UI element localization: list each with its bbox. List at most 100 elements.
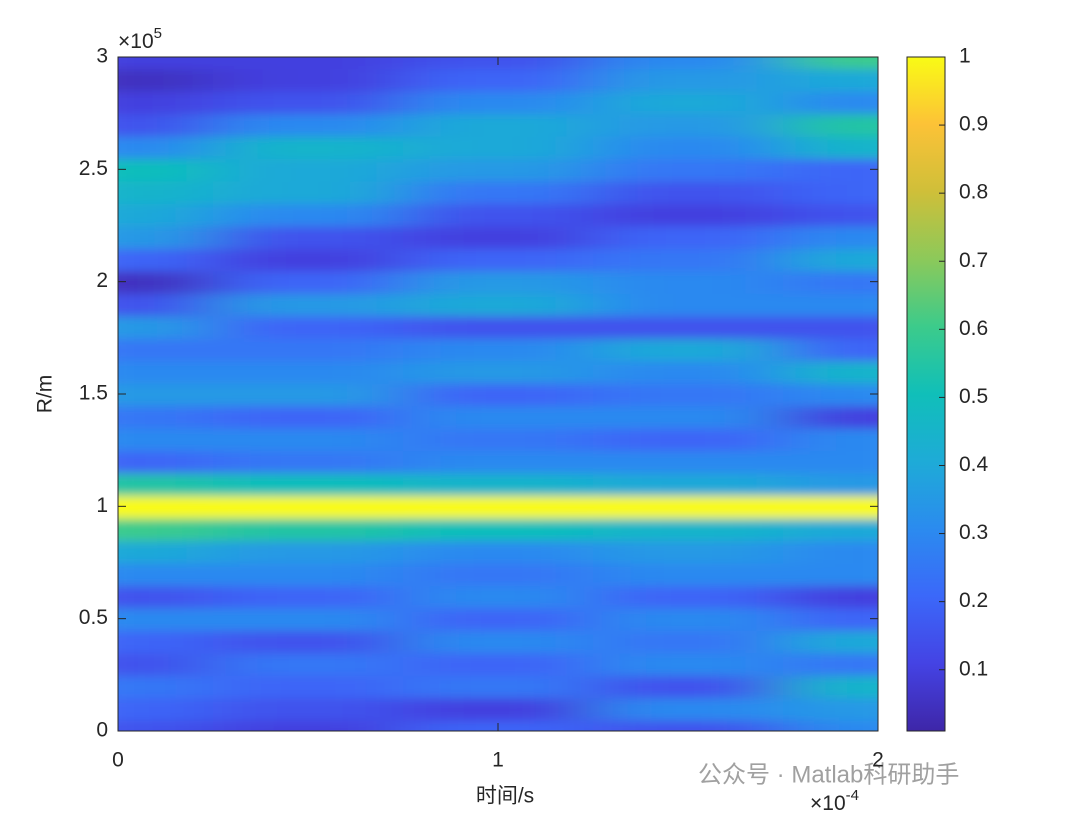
colorbar-tick-label: 0.9 bbox=[959, 113, 988, 136]
heat-cell bbox=[783, 270, 878, 294]
heat-cell bbox=[593, 113, 784, 137]
y-tick-label: 1 bbox=[96, 494, 108, 517]
colorbar bbox=[906, 56, 946, 732]
x-axis-label: 时间/s bbox=[476, 785, 534, 808]
heat-cell bbox=[783, 719, 878, 731]
heat-cell bbox=[783, 113, 878, 137]
heat-cell bbox=[118, 68, 214, 92]
colorbar-tick-label: 0.4 bbox=[959, 453, 989, 476]
heat-cell bbox=[118, 540, 214, 564]
heat-cell bbox=[403, 360, 594, 384]
heat-cell bbox=[213, 652, 404, 676]
heat-cell bbox=[403, 90, 594, 115]
heat-cell bbox=[593, 540, 784, 564]
heat-cell bbox=[118, 203, 214, 227]
heat-cell bbox=[403, 113, 594, 137]
heat-cell bbox=[783, 450, 878, 474]
heat-cell bbox=[783, 629, 878, 654]
heat-cell bbox=[118, 629, 214, 654]
heat-cell bbox=[783, 517, 878, 542]
y-exponent-power: 5 bbox=[154, 25, 162, 42]
heat-cell bbox=[213, 517, 404, 542]
heat-cell bbox=[593, 203, 784, 227]
heat-cell bbox=[783, 315, 878, 339]
heat-cell bbox=[213, 247, 404, 272]
heat-cell bbox=[403, 427, 594, 452]
heat-cell bbox=[403, 495, 594, 519]
heat-cell bbox=[783, 180, 878, 205]
heat-cell bbox=[593, 472, 784, 497]
x-tick-label: 2 bbox=[872, 749, 884, 772]
heat-cell bbox=[118, 427, 214, 452]
watermark: 公众号 · Matlab科研助手 bbox=[698, 761, 959, 788]
heat-cell bbox=[403, 405, 594, 429]
heat-cell bbox=[593, 584, 784, 609]
heat-cell bbox=[118, 225, 214, 249]
heat-cell bbox=[403, 315, 594, 339]
heat-cell bbox=[213, 203, 404, 227]
heat-cell bbox=[593, 629, 784, 654]
heat-cell bbox=[213, 315, 404, 339]
heat-cell bbox=[118, 382, 214, 407]
heat-cell bbox=[213, 68, 404, 92]
heat-cell bbox=[213, 225, 404, 249]
heat-cell bbox=[213, 57, 404, 70]
heat-cell bbox=[213, 540, 404, 564]
colorbar-tick-label: 0.6 bbox=[959, 317, 988, 340]
heat-cell bbox=[403, 629, 594, 654]
heat-cell bbox=[593, 270, 784, 294]
heat-cell bbox=[783, 427, 878, 452]
heat-cell bbox=[783, 584, 878, 609]
heat-cell bbox=[403, 270, 594, 294]
heat-cell bbox=[213, 113, 404, 137]
heat-cell bbox=[403, 540, 594, 564]
heat-cell bbox=[403, 472, 594, 497]
heat-cell bbox=[783, 225, 878, 249]
heat-cell bbox=[118, 517, 214, 542]
heat-cell bbox=[403, 517, 594, 542]
heat-cell bbox=[783, 360, 878, 384]
heat-cell bbox=[403, 697, 594, 721]
y-tick-label: 0.5 bbox=[79, 606, 108, 629]
heat-cell bbox=[213, 180, 404, 205]
heat-cell bbox=[213, 629, 404, 654]
colorbar-tick-label: 0.8 bbox=[959, 181, 988, 204]
heat-cell bbox=[118, 247, 214, 272]
heat-cell bbox=[118, 360, 214, 384]
heat-cell bbox=[213, 607, 404, 631]
heat-cell bbox=[118, 674, 214, 699]
heat-cell bbox=[118, 405, 214, 429]
y-tick-label: 1.5 bbox=[79, 382, 108, 405]
heat-cell bbox=[783, 697, 878, 721]
heat-cell bbox=[213, 674, 404, 699]
heat-cell bbox=[403, 584, 594, 609]
heat-cell bbox=[593, 90, 784, 115]
heat-cell bbox=[593, 247, 784, 272]
heat-cell bbox=[593, 68, 784, 92]
x-exponent: ×10-4 bbox=[810, 787, 859, 815]
heat-cell bbox=[593, 225, 784, 249]
heat-cell bbox=[403, 225, 594, 249]
heat-cell bbox=[593, 382, 784, 407]
heat-cell bbox=[118, 113, 214, 137]
heat-cell bbox=[783, 562, 878, 586]
heat-cell bbox=[403, 203, 594, 227]
heat-cell bbox=[783, 495, 878, 519]
heat-cell bbox=[593, 517, 784, 542]
heat-cell bbox=[403, 247, 594, 272]
heat-cell bbox=[213, 158, 404, 182]
heat-cell bbox=[783, 405, 878, 429]
colorbar-tick-label: 0.5 bbox=[959, 385, 988, 408]
heat-cell bbox=[118, 315, 214, 339]
y-exponent-base: ×10 bbox=[118, 30, 154, 53]
heat-cell bbox=[213, 472, 404, 497]
heat-cell bbox=[783, 203, 878, 227]
heat-cell bbox=[783, 337, 878, 362]
heat-cell bbox=[213, 382, 404, 407]
heat-cell bbox=[213, 292, 404, 317]
y-exponent: ×105 bbox=[118, 25, 162, 53]
heat-cell bbox=[593, 292, 784, 317]
colorbar-tick-label: 0.3 bbox=[959, 521, 988, 544]
x-exponent-power: -4 bbox=[846, 787, 859, 804]
